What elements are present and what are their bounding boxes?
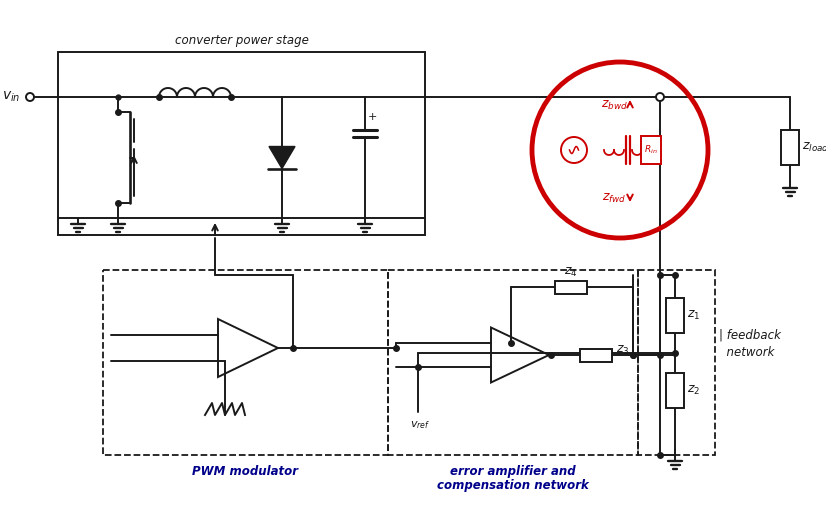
Text: converter power stage: converter power stage	[174, 34, 308, 47]
Text: $z_{bwd}$: $z_{bwd}$	[601, 98, 628, 112]
Circle shape	[561, 137, 587, 163]
Text: | feedback: | feedback	[719, 329, 781, 342]
Text: error amplifier and: error amplifier and	[450, 465, 576, 478]
Text: $R_{in}$: $R_{in}$	[644, 144, 657, 156]
Text: +: +	[368, 112, 377, 122]
Text: $z_3$: $z_3$	[616, 343, 629, 356]
Text: $v_{in}$: $v_{in}$	[2, 90, 20, 104]
Bar	[58, 52, 425, 235]
Text: $z_4$: $z_4$	[563, 266, 577, 278]
Text: $z_2$: $z_2$	[687, 383, 700, 396]
Bar	[666, 373, 684, 408]
Text: network: network	[719, 345, 775, 358]
Bar	[554, 280, 586, 294]
Text: $v_{ref}$: $v_{ref}$	[410, 419, 430, 431]
Text: $z_{load}$: $z_{load}$	[802, 140, 826, 154]
Circle shape	[656, 93, 664, 101]
Bar	[638, 270, 715, 455]
Bar	[580, 348, 612, 361]
Text: $z_1$: $z_1$	[687, 308, 700, 321]
Text: PWM modulator: PWM modulator	[192, 465, 298, 478]
Circle shape	[26, 93, 34, 101]
Bar	[666, 298, 684, 333]
Bar	[781, 129, 799, 164]
Text: compensation network: compensation network	[437, 479, 589, 492]
Bar	[641, 136, 661, 164]
Bar	[103, 270, 388, 455]
Polygon shape	[269, 147, 295, 168]
Text: $z_{fwd}$: $z_{fwd}$	[602, 192, 626, 204]
Bar	[388, 270, 638, 455]
